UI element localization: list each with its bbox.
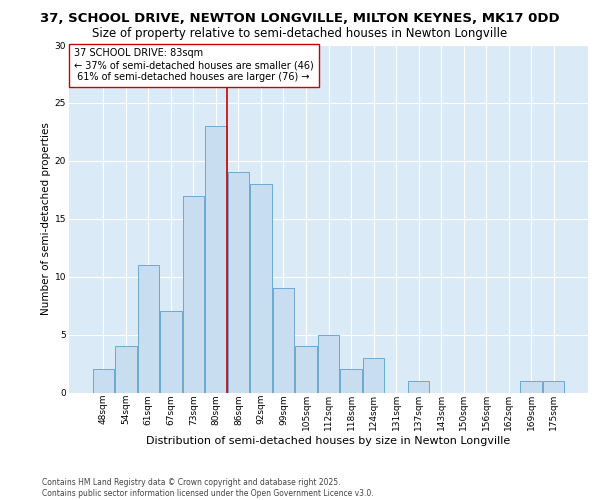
Text: 37 SCHOOL DRIVE: 83sqm
← 37% of semi-detached houses are smaller (46)
 61% of se: 37 SCHOOL DRIVE: 83sqm ← 37% of semi-det… [74, 48, 314, 82]
Bar [228, 172, 249, 392]
Text: Contains HM Land Registry data © Crown copyright and database right 2025.
Contai: Contains HM Land Registry data © Crown c… [42, 478, 374, 498]
Bar [318, 334, 339, 392]
Bar [543, 381, 565, 392]
Bar [92, 370, 114, 392]
Bar [363, 358, 384, 392]
Bar [250, 184, 272, 392]
Y-axis label: Number of semi-detached properties: Number of semi-detached properties [41, 122, 50, 315]
Bar [295, 346, 317, 393]
Text: Size of property relative to semi-detached houses in Newton Longville: Size of property relative to semi-detach… [92, 28, 508, 40]
Bar [340, 370, 362, 392]
Bar [160, 312, 182, 392]
Text: 37, SCHOOL DRIVE, NEWTON LONGVILLE, MILTON KEYNES, MK17 0DD: 37, SCHOOL DRIVE, NEWTON LONGVILLE, MILT… [40, 12, 560, 26]
Bar [115, 346, 137, 393]
X-axis label: Distribution of semi-detached houses by size in Newton Longville: Distribution of semi-detached houses by … [146, 436, 511, 446]
Bar [182, 196, 204, 392]
Bar [137, 265, 159, 392]
Bar [205, 126, 227, 392]
Bar [408, 381, 429, 392]
Bar [273, 288, 294, 393]
Bar [520, 381, 542, 392]
